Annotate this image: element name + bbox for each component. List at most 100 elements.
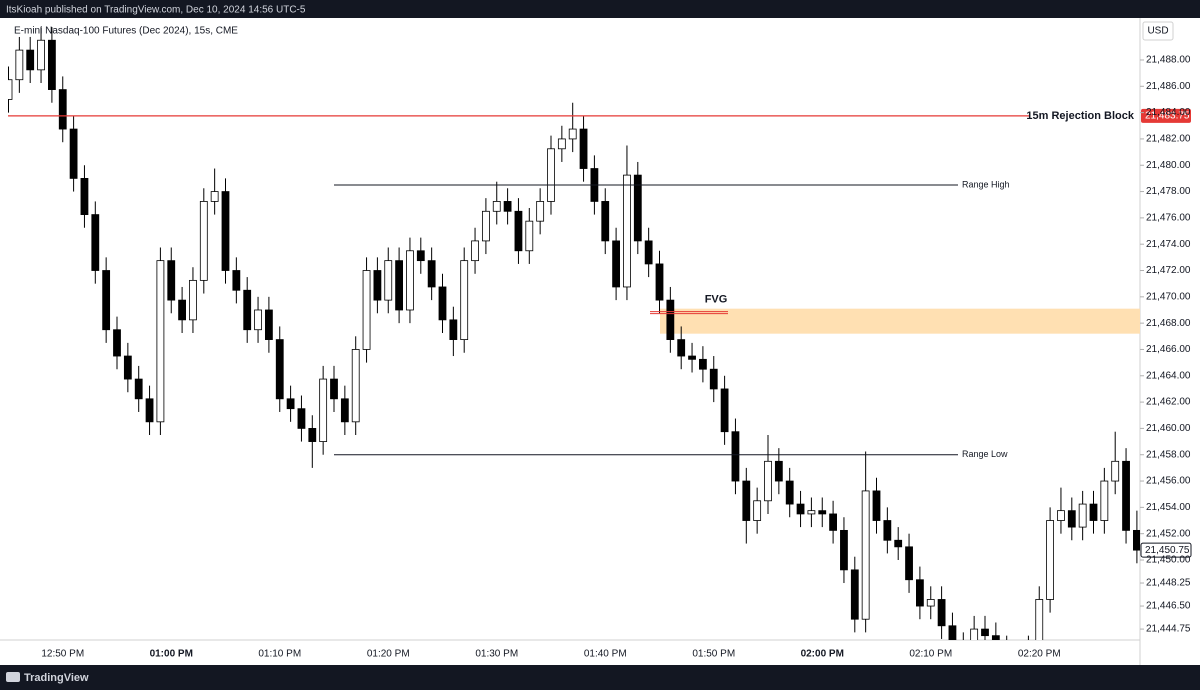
y-tick-label: 21,444.75 [1146, 624, 1191, 635]
currency-box[interactable] [1142, 21, 1174, 41]
candle-body [1111, 460, 1120, 482]
candle-body [1122, 460, 1130, 531]
candle-body [785, 480, 794, 505]
overlay: FVG 15m Rejection Block 21,483.75 Range Hig… [8, 108, 1192, 558]
candle-body [991, 635, 1000, 640]
candle-body [243, 289, 252, 331]
candle-body [351, 349, 360, 423]
candle-body [633, 174, 642, 242]
candle-body [709, 368, 718, 390]
candles [8, 27, 1140, 640]
candle-body [764, 460, 772, 502]
candle-body [330, 378, 338, 400]
candle-body [460, 260, 469, 340]
candle-body [492, 201, 501, 212]
candle-body [536, 201, 545, 222]
fvg-zone [660, 308, 1140, 334]
x-tick-label: 02:10 PM [909, 649, 952, 660]
candle-body [1133, 529, 1140, 551]
candle-body [926, 599, 935, 607]
candle-body [503, 201, 512, 212]
candle-body [937, 599, 946, 627]
y-tick-label: 21,472.00 [1146, 265, 1191, 276]
candle-body [113, 329, 121, 357]
candle-body [623, 174, 631, 288]
candle-body [894, 539, 903, 548]
candle-body [48, 39, 56, 90]
candle-body [840, 529, 848, 571]
x-tick-label: 01:30 PM [475, 649, 518, 660]
x-tick-label: 02:00 PM [801, 649, 844, 660]
y-tick-label: 21,466.00 [1146, 344, 1191, 355]
y-tick-label: 21,458.00 [1146, 449, 1191, 460]
candle-body [37, 39, 45, 71]
candle-body [905, 546, 913, 581]
candle-body [26, 49, 35, 71]
y-tick-label: 21,468.00 [1146, 318, 1191, 329]
x-tick-label: 01:20 PM [367, 649, 410, 660]
candle-body [438, 286, 447, 321]
level-label: 15m Rejection Block [1026, 110, 1134, 122]
candle-body [525, 220, 534, 252]
x-tick-label: 01:00 PM [150, 649, 193, 660]
candle-body [449, 319, 458, 340]
candle-body [666, 299, 675, 340]
x-tick-label: 01:40 PM [584, 649, 627, 660]
candle-body [720, 388, 729, 433]
y-tick-label: 21,464.00 [1146, 370, 1191, 381]
candle-body [557, 138, 566, 150]
candle-body [373, 270, 382, 301]
level-price-label: 21,483.75 [1145, 111, 1190, 122]
y-tick-label: 21,462.00 [1146, 397, 1191, 408]
header-bar [0, 0, 1200, 18]
candle-body [1067, 510, 1076, 528]
candle-body [514, 210, 523, 252]
y-tick-label: 21,454.00 [1146, 502, 1191, 513]
candle-body [210, 191, 219, 202]
candle-body [416, 250, 425, 262]
symbol-title: E-mini Nasdaq-100 Futures (Dec 2024), 15… [14, 26, 238, 37]
last-price-tag [1140, 542, 1192, 558]
candle-body [199, 201, 208, 281]
y-tick-label: 21,474.00 [1146, 239, 1191, 250]
candle-body [916, 579, 924, 607]
candle-body [254, 309, 262, 331]
candle-body [829, 513, 837, 531]
candle-body [818, 510, 827, 515]
candle-body [1078, 503, 1087, 528]
candle-body [406, 250, 414, 311]
candle-body [807, 510, 816, 515]
y-tick-label: 21,450.00 [1146, 555, 1191, 566]
candle-body [286, 398, 295, 410]
y-tick-label: 21,448.25 [1146, 578, 1191, 589]
zones [660, 308, 1140, 334]
y-tick-label: 21,476.00 [1146, 213, 1191, 224]
level-label: Range Low [962, 449, 1008, 459]
candle-body [102, 270, 111, 331]
y-tick-label: 21,486.00 [1146, 81, 1191, 92]
footer-brand: TradingView [24, 672, 89, 684]
y-tick-label: 21,452.00 [1146, 528, 1191, 539]
last-price-label: 21,450.75 [1145, 545, 1190, 556]
y-tick-label: 21,446.50 [1146, 601, 1191, 612]
y-tick-label: 21,460.00 [1146, 423, 1191, 434]
y-tick-label: 21,480.00 [1146, 160, 1191, 171]
x-tick-label: 01:50 PM [692, 649, 735, 660]
header-text: ItsKioah published on TradingView.com, D… [6, 5, 306, 16]
candle-body [568, 128, 577, 140]
y-tick-label: 21,488.00 [1146, 55, 1191, 66]
x-tick-label: 01:10 PM [258, 649, 301, 660]
candle-body [481, 210, 490, 242]
candle-body [644, 240, 653, 265]
candle-body [1046, 520, 1054, 600]
candle-body [1100, 480, 1109, 521]
candle-body [427, 260, 436, 288]
y-tick-label: 21,470.00 [1146, 291, 1191, 302]
candle-body [275, 339, 284, 400]
y-tick-label: 21,478.00 [1146, 186, 1191, 197]
candle-body [189, 279, 197, 321]
candle-body [319, 378, 328, 442]
candle-body [883, 520, 892, 541]
candle-body [731, 431, 740, 482]
